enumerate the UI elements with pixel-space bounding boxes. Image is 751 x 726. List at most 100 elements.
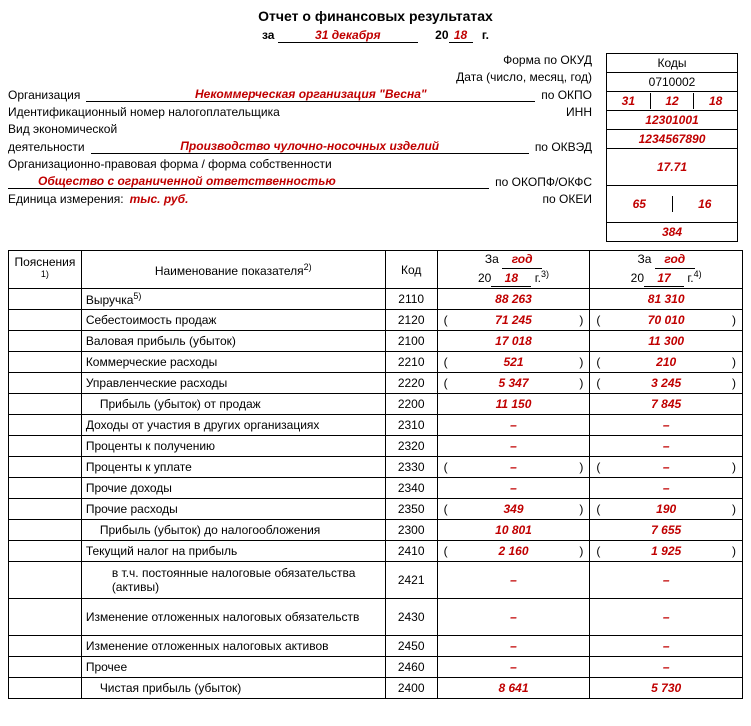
cell-code: 2320 [385, 436, 437, 457]
unit-value: тыс. руб. [130, 192, 189, 206]
cell-code: 2400 [385, 678, 437, 699]
cell-value-2: (210) [590, 352, 743, 373]
cell-value-1: 88 263 [437, 289, 590, 310]
main-table: Пояснения1) Наименование показателя2) Ко… [8, 250, 743, 699]
cell-code: 2410 [385, 541, 437, 562]
cell-code: 2200 [385, 394, 437, 415]
cell-explanation [9, 289, 82, 310]
cell-value-1: – [437, 436, 590, 457]
table-row: Прочие расходы2350(349)(190) [9, 499, 743, 520]
cell-code: 2340 [385, 478, 437, 499]
cell-name: Проценты к уплате [81, 457, 385, 478]
date-day: 31 [607, 93, 651, 109]
codes-box: Коды 0710002 31 12 18 12301001 123456789… [606, 53, 738, 242]
inn-label: ИНН [566, 105, 598, 119]
cell-name: Проценты к получению [81, 436, 385, 457]
cell-value-1: 8 641 [437, 678, 590, 699]
okei-value: 384 [607, 224, 737, 240]
cell-code: 2300 [385, 520, 437, 541]
cell-value-2: – [590, 562, 743, 599]
table-row: Прочее2460–– [9, 657, 743, 678]
cell-explanation [9, 436, 82, 457]
cell-explanation [9, 415, 82, 436]
cell-value-1: (521) [437, 352, 590, 373]
codes-header: Коды [607, 54, 737, 73]
okved-label: по ОКВЭД [529, 140, 598, 154]
table-row: Доходы от участия в других организациях2… [9, 415, 743, 436]
cell-value-1: – [437, 562, 590, 599]
table-row: Выручка5)211088 26381 310 [9, 289, 743, 310]
cell-explanation [9, 331, 82, 352]
cell-code: 2220 [385, 373, 437, 394]
cell-value-2: 7 655 [590, 520, 743, 541]
table-row: Проценты к уплате2330(–)(–) [9, 457, 743, 478]
cell-explanation [9, 499, 82, 520]
cell-code: 2110 [385, 289, 437, 310]
table-row: в т.ч. постоянные налоговые обязательств… [9, 562, 743, 599]
table-row: Коммерческие расходы2210(521)(210) [9, 352, 743, 373]
col-code: Код [385, 251, 437, 289]
okud-label: Форма по ОКУД [8, 53, 598, 67]
cell-value-1: 10 801 [437, 520, 590, 541]
cell-explanation [9, 541, 82, 562]
cell-value-1: – [437, 636, 590, 657]
opf-label: Организационно-правовая форма / форма со… [8, 157, 338, 171]
cell-code: 2330 [385, 457, 437, 478]
cell-code: 2310 [385, 415, 437, 436]
econ-label-2: деятельности [8, 140, 91, 154]
table-row: Управленческие расходы2220(5 347)(3 245) [9, 373, 743, 394]
cell-value-2: (–) [590, 457, 743, 478]
cell-value-1: 17 018 [437, 331, 590, 352]
okopf-label: по ОКОПФ/ОКФС [489, 175, 598, 189]
cell-name: в т.ч. постоянные налоговые обязательств… [81, 562, 385, 599]
cell-code: 2421 [385, 562, 437, 599]
cell-explanation [9, 352, 82, 373]
cell-explanation [9, 520, 82, 541]
econ-label-1: Вид экономической [8, 122, 123, 136]
econ-value: Производство чулочно-носочных изделий [91, 139, 529, 154]
cell-name: Коммерческие расходы [81, 352, 385, 373]
cell-value-2: – [590, 436, 743, 457]
cell-explanation [9, 599, 82, 636]
org-label: Организация [8, 88, 86, 102]
cell-explanation [9, 636, 82, 657]
col-explanations: Пояснения1) [9, 251, 82, 289]
cell-value-2: – [590, 636, 743, 657]
cell-explanation [9, 310, 82, 331]
cell-explanation [9, 394, 82, 415]
col-period-1: За год 2018 г.3) [437, 251, 590, 289]
cell-name: Выручка5) [81, 289, 385, 310]
cell-name: Прочие расходы [81, 499, 385, 520]
cell-value-2: – [590, 657, 743, 678]
col-period-2: За год 2017 г.4) [590, 251, 743, 289]
cell-value-2: – [590, 599, 743, 636]
opf-value: Общество с ограниченной ответственностью [8, 174, 489, 189]
cell-value-1: – [437, 657, 590, 678]
table-row: Изменение отложенных налоговых активов24… [9, 636, 743, 657]
cell-code: 2450 [385, 636, 437, 657]
table-row: Валовая прибыль (убыток)210017 01811 300 [9, 331, 743, 352]
cell-code: 2120 [385, 310, 437, 331]
okopf-value: 65 [607, 196, 673, 212]
cell-value-2: 81 310 [590, 289, 743, 310]
cell-value-2: – [590, 415, 743, 436]
cell-value-1: (349) [437, 499, 590, 520]
table-row: Чистая прибыль (убыток)24008 6415 730 [9, 678, 743, 699]
cell-value-1: (5 347) [437, 373, 590, 394]
cell-explanation [9, 457, 82, 478]
cell-explanation [9, 478, 82, 499]
cell-name: Текущий налог на прибыль [81, 541, 385, 562]
cell-name: Прочие доходы [81, 478, 385, 499]
table-row: Прибыль (убыток) от продаж220011 1507 84… [9, 394, 743, 415]
cell-code: 2100 [385, 331, 437, 352]
cell-name: Прочее [81, 657, 385, 678]
cell-name: Валовая прибыль (убыток) [81, 331, 385, 352]
cell-value-2: 11 300 [590, 331, 743, 352]
okei-label: по ОКЕИ [543, 192, 598, 206]
col-indicator: Наименование показателя2) [81, 251, 385, 289]
cell-value-1: (2 160) [437, 541, 590, 562]
cell-value-1: – [437, 599, 590, 636]
cell-code: 2430 [385, 599, 437, 636]
date-month: 12 [651, 93, 695, 109]
table-row: Прочие доходы2340–– [9, 478, 743, 499]
